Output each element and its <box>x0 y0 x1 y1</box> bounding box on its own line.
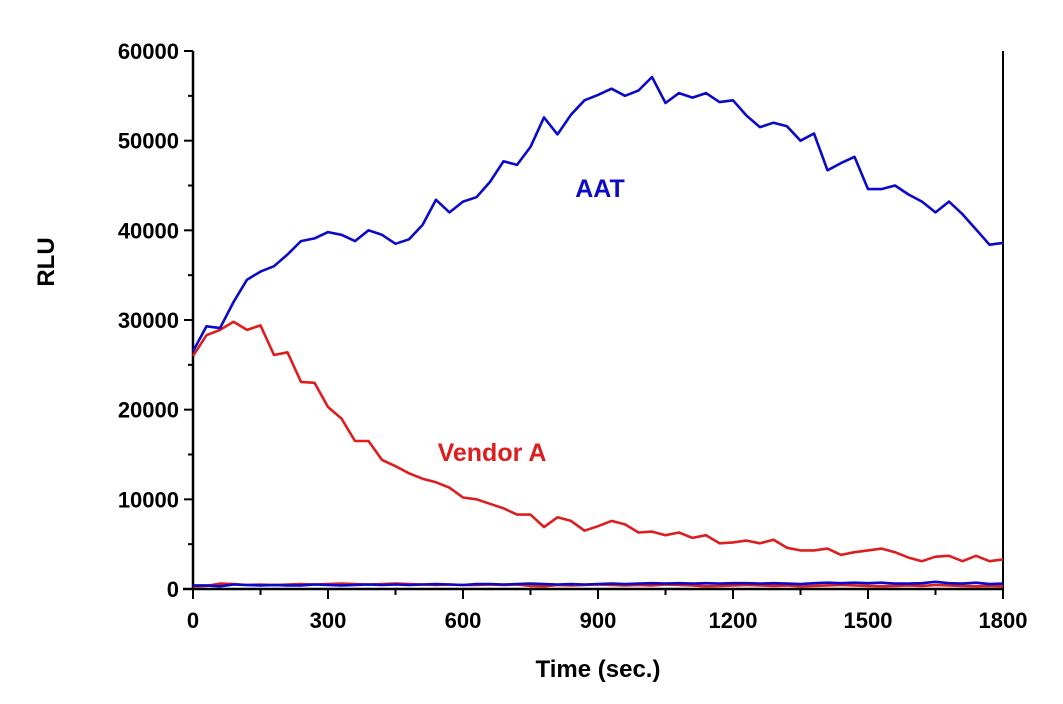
series-line-vendor-a <box>191 320 1004 563</box>
y-tick-label: 50000 <box>118 129 179 154</box>
x-tick-label: 300 <box>310 608 347 633</box>
y-axis-label: RLU <box>33 237 60 286</box>
y-tick-label: 10000 <box>118 487 179 512</box>
y-tick-label: 40000 <box>118 218 179 243</box>
x-tick-label: 1500 <box>844 608 893 633</box>
x-tick-label: 1800 <box>979 608 1028 633</box>
y-tick-label: 0 <box>167 577 179 602</box>
x-tick-label: 600 <box>445 608 482 633</box>
annotation-aat: AAT <box>575 175 625 203</box>
x-tick-label: 0 <box>187 608 199 633</box>
y-tick-label: 60000 <box>118 39 179 64</box>
x-tick-label: 1200 <box>709 608 758 633</box>
x-axis-label: Time (sec.) <box>536 656 661 683</box>
y-tick-label: 30000 <box>118 308 179 333</box>
tick-labels: 0 10000 20000 30000 40000 50000 60000 0 300 600 90… <box>118 39 1028 633</box>
y-tick-label: 20000 <box>118 398 179 423</box>
annotation-vendor-a: Vendor A <box>438 439 547 467</box>
x-tick-label: 900 <box>580 608 617 633</box>
series-line-aat <box>191 75 1004 353</box>
axes <box>183 50 1004 599</box>
series-lines <box>191 75 1004 588</box>
series-line-baseline-2 <box>193 580 1004 588</box>
